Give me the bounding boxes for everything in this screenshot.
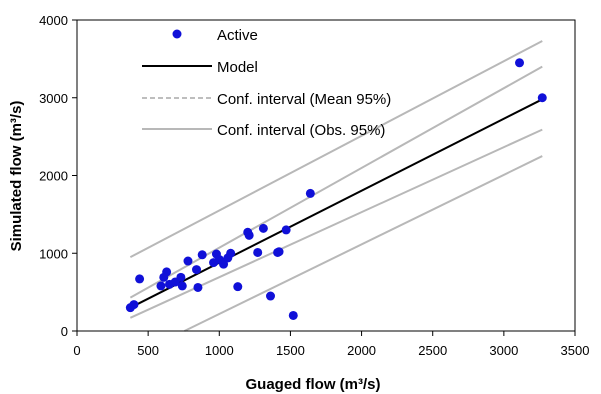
data-point bbox=[197, 250, 207, 260]
legend-marker-active bbox=[172, 29, 182, 39]
x-tick-label: 3000 bbox=[489, 343, 518, 358]
legend-label-model: Model bbox=[217, 59, 258, 76]
legend: Active Model Conf. interval (Mean 95%) C… bbox=[142, 27, 391, 139]
data-point bbox=[162, 267, 172, 277]
data-point bbox=[266, 291, 276, 301]
confidence-interval-lines bbox=[129, 40, 543, 332]
y-tick-label: 3000 bbox=[39, 91, 68, 106]
y-tick-label: 1000 bbox=[39, 246, 68, 261]
data-point bbox=[515, 58, 525, 68]
x-axis-title: Guaged flow (m³/s) bbox=[246, 376, 381, 393]
x-tick-label: 3500 bbox=[561, 343, 590, 358]
data-point bbox=[305, 188, 315, 198]
data-point bbox=[233, 282, 243, 292]
data-point bbox=[177, 281, 187, 291]
x-tick-label: 1000 bbox=[205, 343, 234, 358]
data-point bbox=[253, 247, 263, 257]
x-tick-label: 2500 bbox=[418, 343, 447, 358]
data-point bbox=[193, 282, 203, 292]
data-point bbox=[135, 274, 145, 284]
y-tick-label: 4000 bbox=[39, 13, 68, 28]
legend-label-active: Active bbox=[217, 27, 258, 44]
data-point bbox=[192, 265, 202, 275]
x-tick-label: 1500 bbox=[276, 343, 305, 358]
x-tick-label: 0 bbox=[73, 343, 80, 358]
data-point bbox=[274, 247, 284, 257]
data-point bbox=[537, 93, 547, 103]
x-tick-label: 2000 bbox=[347, 343, 376, 358]
data-point bbox=[258, 223, 268, 233]
y-axis-title: Simulated flow (m³/s) bbox=[8, 101, 25, 252]
data-point bbox=[226, 248, 236, 258]
legend-label-obs-ci: Conf. interval (Obs. 95%) bbox=[217, 122, 385, 139]
obs-ci-lower-line bbox=[183, 155, 543, 332]
data-points bbox=[125, 58, 547, 320]
y-tick-label: 2000 bbox=[39, 169, 68, 184]
data-point bbox=[156, 281, 166, 291]
data-point bbox=[176, 272, 186, 282]
y-axis-ticks: 0 1000 2000 3000 4000 bbox=[39, 13, 77, 339]
data-point bbox=[281, 225, 291, 235]
data-point bbox=[183, 256, 193, 266]
legend-label-mean-ci: Conf. interval (Mean 95%) bbox=[217, 91, 391, 108]
data-point bbox=[129, 300, 139, 310]
data-point bbox=[288, 310, 298, 320]
x-tick-label: 500 bbox=[137, 343, 159, 358]
mean-ci-upper-line bbox=[129, 65, 543, 299]
obs-ci-upper-line bbox=[129, 40, 543, 259]
data-point bbox=[244, 230, 254, 240]
x-axis-ticks: 0 500 1000 1500 2000 2500 3000 3500 bbox=[73, 331, 589, 358]
y-tick-label: 0 bbox=[61, 324, 68, 339]
